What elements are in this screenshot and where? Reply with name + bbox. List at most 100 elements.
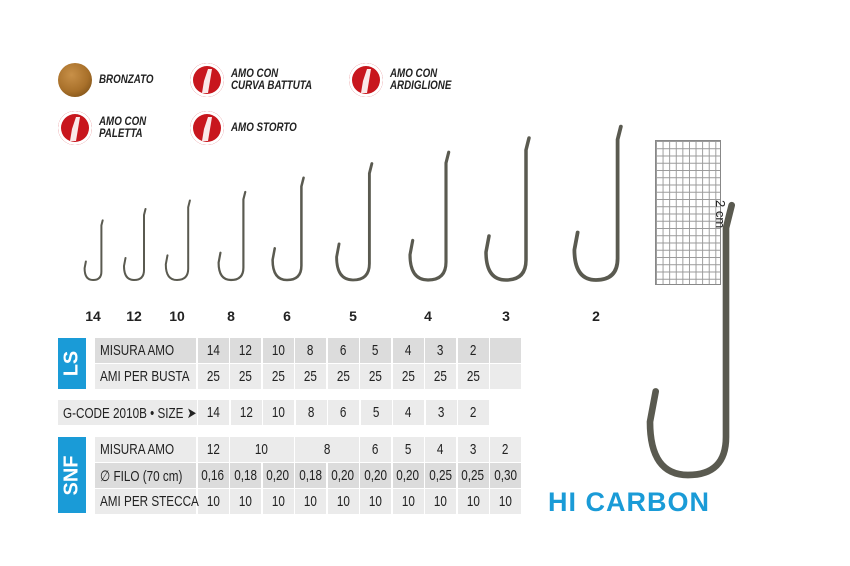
hook-size-label: 6 (283, 308, 291, 324)
legend-label: AMO CON CURVA BATTUTA (231, 68, 313, 92)
table-cell: 8 (295, 400, 327, 425)
row-label: G-CODE 2010B • SIZE ➤ (58, 400, 197, 425)
hook-illustration (271, 176, 305, 282)
table-cell: 0,30 (490, 463, 521, 488)
table-cell: 10 (392, 489, 424, 514)
table-cell: 0,16 (197, 463, 229, 488)
table-cell: 25 (262, 364, 294, 389)
hook-size-label: 3 (502, 308, 510, 324)
forged-bend-icon (190, 63, 224, 97)
table-cell: 10 (490, 489, 521, 514)
table-cell: 25 (360, 364, 391, 389)
row-label: AMI PER STECCA (95, 489, 199, 514)
barb-hook-icon (349, 63, 383, 97)
hook-size-label: 8 (227, 308, 235, 324)
table-cell: 25 (327, 364, 359, 389)
table-cell: 3 (425, 338, 456, 363)
table-cell: 25 (230, 364, 261, 389)
table-cell: 10 (230, 489, 261, 514)
table-cell: 25 (425, 364, 456, 389)
ls-row: MISURA AMO 14 12 10 8 6 5 4 3 2 (95, 338, 523, 363)
hook-illustration (122, 208, 147, 282)
legend-item: BRONZATO (58, 63, 163, 97)
row-label: ∅ FILO (70 cm) (95, 463, 196, 488)
snf-row: MISURA AMO 12 10 8 6 5 4 3 2 (95, 437, 523, 462)
gcode-table: G-CODE 2010B • SIZE ➤ 14 12 10 8 6 5 4 3 2 (58, 400, 491, 426)
table-cell: 0,20 (392, 463, 424, 488)
table-cell: 0,25 (425, 463, 456, 488)
hook-size-label: 14 (85, 308, 101, 324)
table-cell: 14 (197, 338, 229, 363)
table-cell: 0,18 (295, 463, 326, 488)
large-hook-illustration (646, 201, 736, 479)
table-cell: 5 (360, 338, 391, 363)
legend-label: AMO CON PALETTA (99, 116, 147, 140)
snf-row: AMI PER STECCA 10 10 10 10 10 10 10 10 10 10 (95, 489, 523, 514)
table-cell: 8 (295, 338, 326, 363)
table-cell: 2 (490, 437, 521, 462)
table-cell: 6 (327, 338, 359, 363)
table-cell: 25 (295, 364, 326, 389)
hook-illustration (217, 190, 247, 282)
legend-item: AMO CON CURVA BATTUTA (190, 63, 326, 97)
table-cell: 10 (425, 489, 456, 514)
table-cell: 0,20 (360, 463, 391, 488)
hook-size-label: 5 (349, 308, 357, 324)
table-cell: 4 (425, 437, 456, 462)
table-cell: 25 (457, 364, 489, 389)
legend-label: BRONZATO (99, 74, 154, 86)
table-cell: 0,20 (327, 463, 359, 488)
table-cell: 10 (457, 489, 489, 514)
table-cell: 5 (360, 400, 392, 425)
hook-illustration (572, 124, 623, 282)
table-cell: 6 (360, 437, 391, 462)
table-cell: 8 (295, 437, 359, 462)
hook-size-label: 10 (169, 308, 185, 324)
table-cell: 0,18 (230, 463, 261, 488)
row-label: MISURA AMO (95, 437, 196, 462)
hook-illustration (164, 199, 191, 282)
table-cell: 3 (425, 400, 457, 425)
table-cell: 10 (230, 437, 294, 462)
hook-illustration (408, 150, 451, 282)
table-cell: 6 (328, 400, 359, 425)
table-cell: 2 (458, 400, 489, 425)
legend-item: AMO CON PALETTA (58, 111, 155, 145)
snf-table: SNF MISURA AMO 12 10 8 6 5 4 3 2 ∅ FILO (70 cm) 0,… (58, 437, 523, 515)
hook-illustration (83, 219, 104, 282)
gcode-row: G-CODE 2010B • SIZE ➤ 14 12 10 8 6 5 4 3 2 (58, 400, 491, 425)
table-cell (490, 338, 521, 363)
hook-illustration (484, 136, 531, 282)
table-cell: 0,25 (457, 463, 489, 488)
ls-table: LS MISURA AMO 14 12 10 8 6 5 4 3 2 AMI PER BUSTA 25… (58, 338, 523, 390)
ls-row: AMI PER BUSTA 25 25 25 25 25 25 25 25 25 (95, 364, 523, 389)
table-cell: 10 (262, 338, 294, 363)
table-cell: 12 (197, 437, 229, 462)
scale-label: 2 cm (713, 200, 728, 229)
table-cell: 5 (392, 437, 424, 462)
table-cell: 25 (197, 364, 229, 389)
table-cell: 0,20 (262, 463, 294, 488)
offset-hook-icon (190, 111, 224, 145)
legend-item: AMO CON ARDIGLIONE (349, 63, 462, 97)
hook-illustration (335, 162, 374, 282)
table-cell: 10 (197, 489, 229, 514)
table-cell: 4 (393, 400, 424, 425)
spade-end-icon (58, 111, 92, 145)
table-cell: 3 (457, 437, 489, 462)
hook-size-label: 12 (126, 308, 142, 324)
table-cell: 2 (457, 338, 489, 363)
brand-text: HI CARBON (548, 487, 710, 517)
bronze-finish-icon (58, 63, 92, 97)
legend-item: AMO STORTO (190, 111, 308, 145)
table-cell (490, 364, 521, 389)
table-cell: 10 (327, 489, 359, 514)
ls-tab: LS (58, 338, 86, 389)
row-label: MISURA AMO (95, 338, 196, 363)
hook-size-label: 2 (592, 308, 600, 324)
table-cell: 14 (198, 400, 229, 425)
snf-tab: SNF (58, 437, 86, 513)
table-cell: 10 (295, 489, 326, 514)
legend-label: AMO STORTO (231, 122, 297, 134)
